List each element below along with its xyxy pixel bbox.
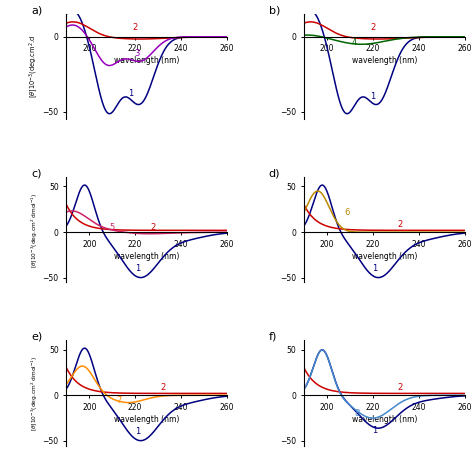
- Text: d): d): [269, 169, 280, 179]
- Text: a): a): [31, 6, 42, 16]
- Text: 1: 1: [373, 264, 378, 273]
- Text: 2: 2: [160, 383, 165, 392]
- Text: 1: 1: [370, 92, 375, 101]
- Text: 1: 1: [128, 90, 133, 99]
- Text: 2: 2: [398, 383, 403, 392]
- Text: e): e): [31, 332, 42, 342]
- Text: 6: 6: [345, 208, 350, 217]
- Y-axis label: $[\theta]10^{-3}$(deg.cm$^2$ dmol$^{-1}$): $[\theta]10^{-3}$(deg.cm$^2$ dmol$^{-1}$…: [29, 192, 40, 268]
- Text: 2: 2: [398, 220, 403, 229]
- Text: 2: 2: [370, 23, 375, 32]
- Text: 8: 8: [354, 409, 359, 418]
- Text: f): f): [269, 332, 277, 342]
- X-axis label: wavelength (nm): wavelength (nm): [114, 252, 179, 261]
- X-axis label: wavelength (nm): wavelength (nm): [352, 56, 417, 65]
- Text: c): c): [31, 169, 42, 179]
- X-axis label: wavelength (nm): wavelength (nm): [352, 415, 417, 424]
- Text: 1: 1: [135, 264, 140, 273]
- X-axis label: wavelength (nm): wavelength (nm): [352, 252, 417, 261]
- Text: b): b): [269, 6, 280, 16]
- Text: 4: 4: [352, 38, 357, 47]
- Text: 3: 3: [135, 49, 140, 58]
- X-axis label: wavelength (nm): wavelength (nm): [114, 56, 179, 65]
- Text: 7: 7: [117, 396, 122, 405]
- Text: 1: 1: [373, 426, 378, 435]
- Text: 5: 5: [109, 223, 115, 232]
- Text: 2: 2: [151, 223, 156, 232]
- Text: 1: 1: [135, 428, 140, 437]
- X-axis label: wavelength (nm): wavelength (nm): [114, 415, 179, 424]
- Text: 2: 2: [133, 23, 138, 32]
- Y-axis label: $[\theta]10^{-3}$(deg.cm$^2$ dmol$^{-1}$): $[\theta]10^{-3}$(deg.cm$^2$ dmol$^{-1}$…: [29, 355, 40, 431]
- Y-axis label: $[\theta]10^{-3}$(deg.cm$^2$.d: $[\theta]10^{-3}$(deg.cm$^2$.d: [27, 36, 40, 98]
